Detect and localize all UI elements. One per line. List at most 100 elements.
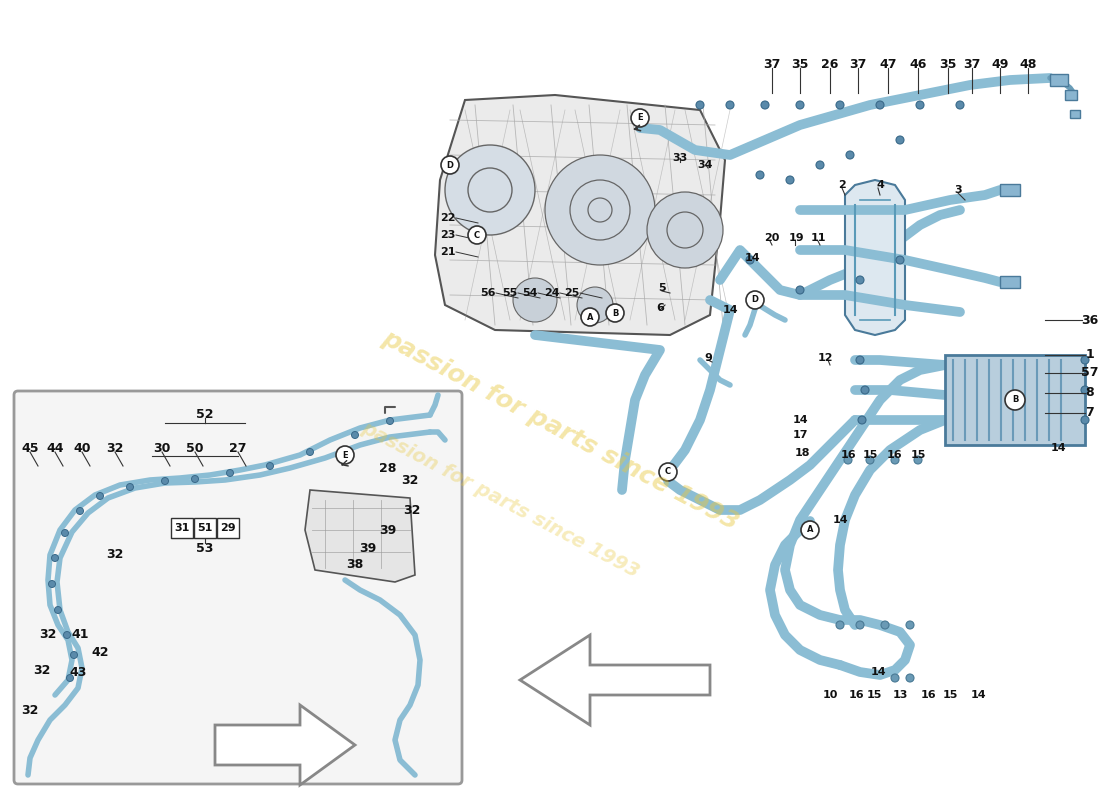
Text: 2: 2 [838,180,846,190]
Text: 35: 35 [791,58,808,71]
Text: passion for parts since 1993: passion for parts since 1993 [358,418,642,582]
Bar [1070,110,1080,118]
Text: 54: 54 [522,288,538,298]
Text: B: B [1012,395,1019,405]
Text: 53: 53 [196,542,213,554]
Text: 14: 14 [870,667,886,677]
Circle shape [816,161,824,169]
Circle shape [307,449,314,455]
Text: 40: 40 [74,442,90,454]
Text: 48: 48 [1020,58,1036,71]
Text: 27: 27 [229,442,246,454]
Text: 9: 9 [704,353,712,363]
Text: 17: 17 [792,430,807,440]
Circle shape [916,101,924,109]
Text: 51: 51 [197,523,212,533]
Text: A: A [806,526,813,534]
Text: 37: 37 [964,58,981,71]
Bar [1065,90,1077,100]
Text: 31: 31 [174,523,189,533]
Circle shape [66,674,74,682]
Text: 41: 41 [72,629,89,642]
Circle shape [1081,356,1089,364]
Circle shape [856,356,864,364]
Text: 35: 35 [939,58,957,71]
Text: 57: 57 [1081,366,1099,379]
Circle shape [441,156,459,174]
Text: 20: 20 [764,233,780,243]
Circle shape [746,256,754,264]
Bar [1050,74,1068,86]
Circle shape [956,101,964,109]
Circle shape [468,168,512,212]
Circle shape [876,101,884,109]
Text: 26: 26 [822,58,838,71]
Circle shape [861,386,869,394]
Text: 36: 36 [1081,314,1099,326]
Text: 22: 22 [440,213,455,223]
Text: 14: 14 [792,415,807,425]
Circle shape [914,456,922,464]
Text: 46: 46 [910,58,926,71]
Circle shape [588,198,612,222]
Text: B: B [612,309,618,318]
Text: 16: 16 [840,450,856,460]
Text: 39: 39 [360,542,376,554]
Text: 37: 37 [849,58,867,71]
Circle shape [906,621,914,629]
Text: 15: 15 [911,450,926,460]
Text: 43: 43 [69,666,87,678]
Text: 14: 14 [833,515,848,525]
Circle shape [1005,390,1025,410]
Circle shape [891,674,899,682]
Text: 42: 42 [91,646,109,658]
Text: 6: 6 [656,303,664,313]
Circle shape [891,456,899,464]
Circle shape [836,101,844,109]
Circle shape [266,462,274,470]
Text: 19: 19 [789,233,804,243]
Circle shape [191,475,198,482]
Circle shape [906,674,914,682]
Circle shape [761,101,769,109]
Circle shape [62,530,68,537]
Text: 10: 10 [823,690,838,700]
Circle shape [64,631,70,638]
Text: E: E [637,114,642,122]
Circle shape [544,155,654,265]
Circle shape [97,493,103,499]
Circle shape [801,521,820,539]
Text: 25: 25 [564,288,580,298]
Text: 7: 7 [1086,406,1094,419]
FancyBboxPatch shape [14,391,462,784]
Text: 37: 37 [763,58,781,71]
Text: 32: 32 [107,549,123,562]
Text: D: D [447,161,453,170]
Polygon shape [434,95,725,335]
Text: 32: 32 [21,703,38,717]
Text: 18: 18 [794,448,810,458]
Circle shape [578,287,613,323]
Text: 29: 29 [220,523,235,533]
Text: 14: 14 [745,253,760,263]
Circle shape [513,278,557,322]
FancyBboxPatch shape [217,518,239,538]
Circle shape [446,145,535,235]
Circle shape [746,291,764,309]
Polygon shape [305,490,415,582]
Text: D: D [751,295,759,305]
Text: 45: 45 [21,442,38,454]
Circle shape [631,109,649,127]
Text: E: E [342,450,348,459]
Text: 52: 52 [196,409,213,422]
Text: 39: 39 [379,523,397,537]
Circle shape [570,180,630,240]
Text: 32: 32 [107,442,123,454]
Circle shape [846,151,854,159]
Text: 12: 12 [817,353,833,363]
Text: 5: 5 [658,283,666,293]
Text: 24: 24 [544,288,560,298]
Circle shape [756,171,764,179]
Text: 32: 32 [33,663,51,677]
Circle shape [77,507,84,514]
